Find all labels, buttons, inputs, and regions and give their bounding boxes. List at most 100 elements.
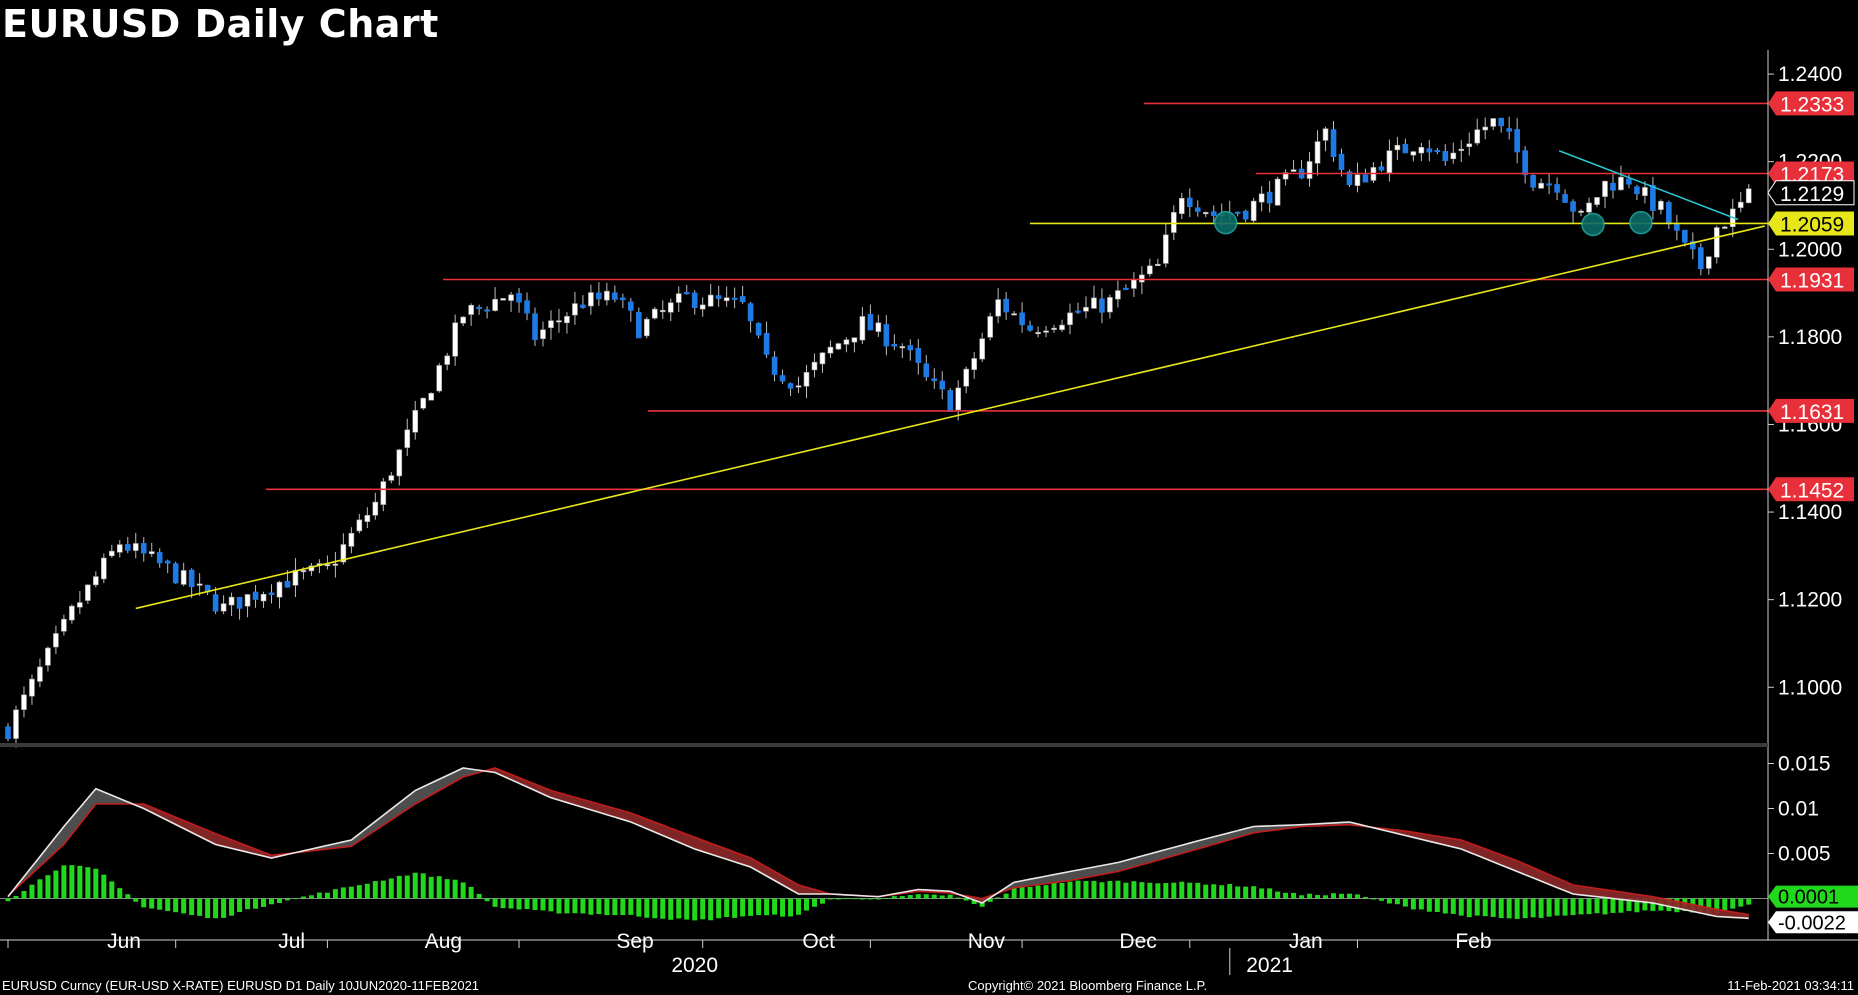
- candle-up: [1586, 202, 1592, 213]
- candle: [1362, 168, 1369, 183]
- candle-up: [1067, 312, 1073, 325]
- candle: [204, 584, 211, 596]
- macd-histogram-bar: [1019, 886, 1025, 899]
- candle: [1721, 225, 1728, 229]
- macd-histogram-bar: [189, 898, 195, 916]
- candle-down: [236, 596, 243, 609]
- candle-up: [723, 297, 730, 302]
- candle-up: [340, 544, 347, 563]
- macd-value-tag-bg: [1768, 885, 1858, 908]
- candle-up: [1171, 212, 1177, 233]
- candle: [556, 308, 562, 333]
- candle-down: [524, 300, 530, 314]
- candle: [500, 298, 506, 301]
- candle: [667, 298, 674, 322]
- macd-histogram-bar: [1482, 898, 1488, 917]
- candle: [1099, 288, 1105, 324]
- macd-histogram-bar: [101, 874, 107, 899]
- macd-histogram-bar: [1514, 898, 1520, 919]
- candle-up: [180, 570, 187, 585]
- macd-histogram-bar: [923, 894, 929, 899]
- candle: [548, 310, 554, 340]
- candle-up: [1155, 263, 1161, 267]
- candle-up: [1450, 152, 1457, 160]
- macd-histogram-bar: [1738, 898, 1744, 907]
- macd-histogram-bar: [532, 898, 538, 910]
- candle-up: [588, 292, 594, 307]
- candle: [883, 315, 890, 356]
- candle-down: [172, 563, 179, 584]
- macd-histogram-bar: [1626, 898, 1632, 912]
- macd-histogram-bar: [1275, 891, 1281, 899]
- candle-up: [93, 576, 99, 586]
- macd-histogram-bar: [508, 898, 514, 909]
- candle: [1202, 211, 1209, 218]
- candle-up: [260, 593, 267, 602]
- candle: [643, 317, 650, 339]
- candle: [372, 492, 379, 520]
- candle-up: [1202, 212, 1209, 215]
- candle: [875, 314, 882, 337]
- candle: [428, 392, 435, 401]
- candle-up: [69, 605, 75, 621]
- candle-down: [532, 313, 538, 341]
- candle: [1554, 177, 1560, 201]
- candle: [979, 332, 985, 363]
- candle-up: [835, 343, 842, 350]
- candle-down: [1186, 197, 1193, 208]
- macd-histogram-bar: [955, 897, 961, 899]
- candle-down: [124, 544, 131, 551]
- candle: [196, 573, 203, 596]
- candle-down: [1570, 201, 1576, 212]
- candle-up: [1354, 174, 1361, 186]
- candle-up: [1043, 330, 1049, 333]
- macd-histogram-bar: [788, 898, 794, 917]
- candle-up: [380, 481, 387, 505]
- candle-up: [899, 346, 906, 349]
- candle: [1155, 258, 1161, 267]
- macd-histogram-bar: [796, 898, 802, 915]
- candle: [851, 337, 858, 353]
- y-tick-label: 1.2400: [1778, 63, 1842, 86]
- level-tag: 1.2059: [1768, 211, 1854, 236]
- candle: [1035, 326, 1041, 338]
- macd-histogram-bar: [364, 883, 370, 899]
- candle: [1123, 284, 1129, 290]
- candle: [13, 705, 19, 748]
- macd-histogram-bar: [1418, 898, 1424, 910]
- level-tag-bg: [1768, 267, 1854, 292]
- macd-histogram-bar: [899, 896, 905, 899]
- macd-histogram-bar: [572, 898, 578, 914]
- candle-up: [348, 532, 355, 547]
- candle: [164, 559, 171, 574]
- candle-up: [859, 316, 866, 341]
- macd-histogram-bar: [245, 898, 251, 910]
- candle-down: [484, 309, 490, 312]
- candle: [1410, 150, 1417, 162]
- candle: [1666, 200, 1672, 230]
- macd-histogram-bar: [37, 879, 43, 899]
- macd-histogram-bar: [827, 898, 833, 900]
- candle-up: [460, 316, 466, 324]
- macd-histogram-bar: [21, 891, 27, 899]
- macd-histogram-bar: [652, 898, 658, 919]
- candle: [1610, 174, 1616, 199]
- candle: [763, 321, 770, 358]
- axes: 1.10001.12001.14001.16001.18001.20001.22…: [0, 50, 1858, 977]
- macd-histogram-bar: [620, 898, 626, 916]
- macd-histogram-bar: [1315, 895, 1321, 899]
- macd-histogram-bar: [412, 872, 418, 899]
- candle-up: [971, 358, 977, 370]
- candle: [588, 284, 594, 315]
- level-tag: 1.1931: [1768, 267, 1854, 292]
- macd-histogram-bar: [1506, 898, 1512, 919]
- macd-histogram-bar: [636, 898, 642, 917]
- candle: [252, 585, 259, 608]
- candle-down: [620, 297, 626, 301]
- macd-histogram-bar: [700, 898, 706, 920]
- candle-down: [628, 301, 634, 311]
- candle-down: [156, 552, 163, 564]
- macd-histogram-bar: [1035, 885, 1041, 899]
- macd-histogram-bar: [604, 898, 610, 916]
- candle: [460, 316, 466, 327]
